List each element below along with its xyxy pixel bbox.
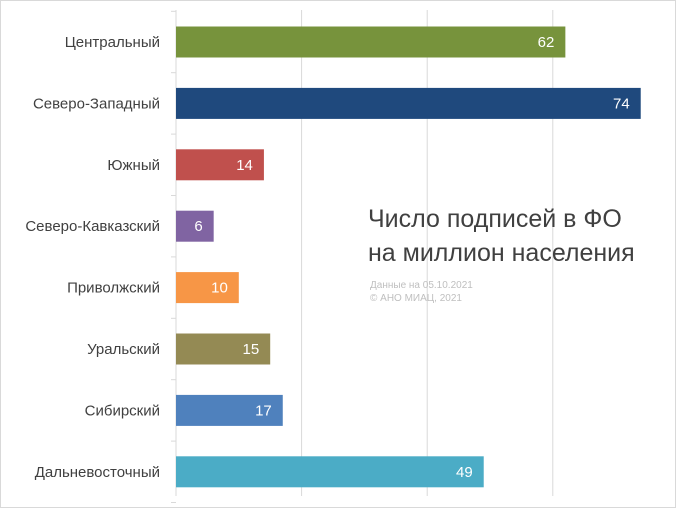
bar-1 (176, 87, 641, 119)
bar-3 (176, 210, 214, 242)
bar-2 (176, 149, 264, 181)
chart-title-line-1: Число подписей в ФО (368, 205, 622, 233)
category-label-3: Северо-Кавказский (25, 218, 160, 235)
category-label-7: Дальневосточный (35, 464, 160, 481)
category-label-2: Южный (107, 157, 160, 174)
bar-6 (176, 394, 283, 426)
value-label-2: 14 (236, 157, 253, 174)
copyright-note: © АНО МИАЦ, 2021 (370, 293, 462, 304)
value-label-5: 15 (243, 341, 260, 358)
bar-7 (176, 456, 484, 488)
category-label-0: Центральный (65, 34, 160, 51)
value-label-4: 10 (211, 280, 228, 297)
value-label-6: 17 (255, 402, 272, 419)
bar-5 (176, 333, 271, 365)
value-label-1: 74 (613, 95, 630, 112)
chart-title-line-2: на миллион населения (368, 239, 635, 267)
category-label-6: Сибирский (85, 402, 160, 419)
bar-4 (176, 272, 239, 304)
bar-0 (176, 26, 566, 58)
value-label-7: 49 (456, 464, 473, 481)
value-labels: 62 74 14 6 10 15 17 49 (194, 34, 629, 481)
category-label-4: Приволжский (67, 280, 160, 297)
category-label-5: Уральский (87, 341, 160, 358)
bars (176, 26, 641, 488)
data-date-note: Данные на 05.10.2021 (370, 280, 473, 291)
category-label-1: Северо-Западный (33, 95, 160, 112)
category-labels: Центральный Северо-Западный Южный Северо-Ка… (25, 34, 160, 481)
value-label-0: 62 (538, 34, 555, 51)
value-label-3: 6 (194, 218, 202, 235)
